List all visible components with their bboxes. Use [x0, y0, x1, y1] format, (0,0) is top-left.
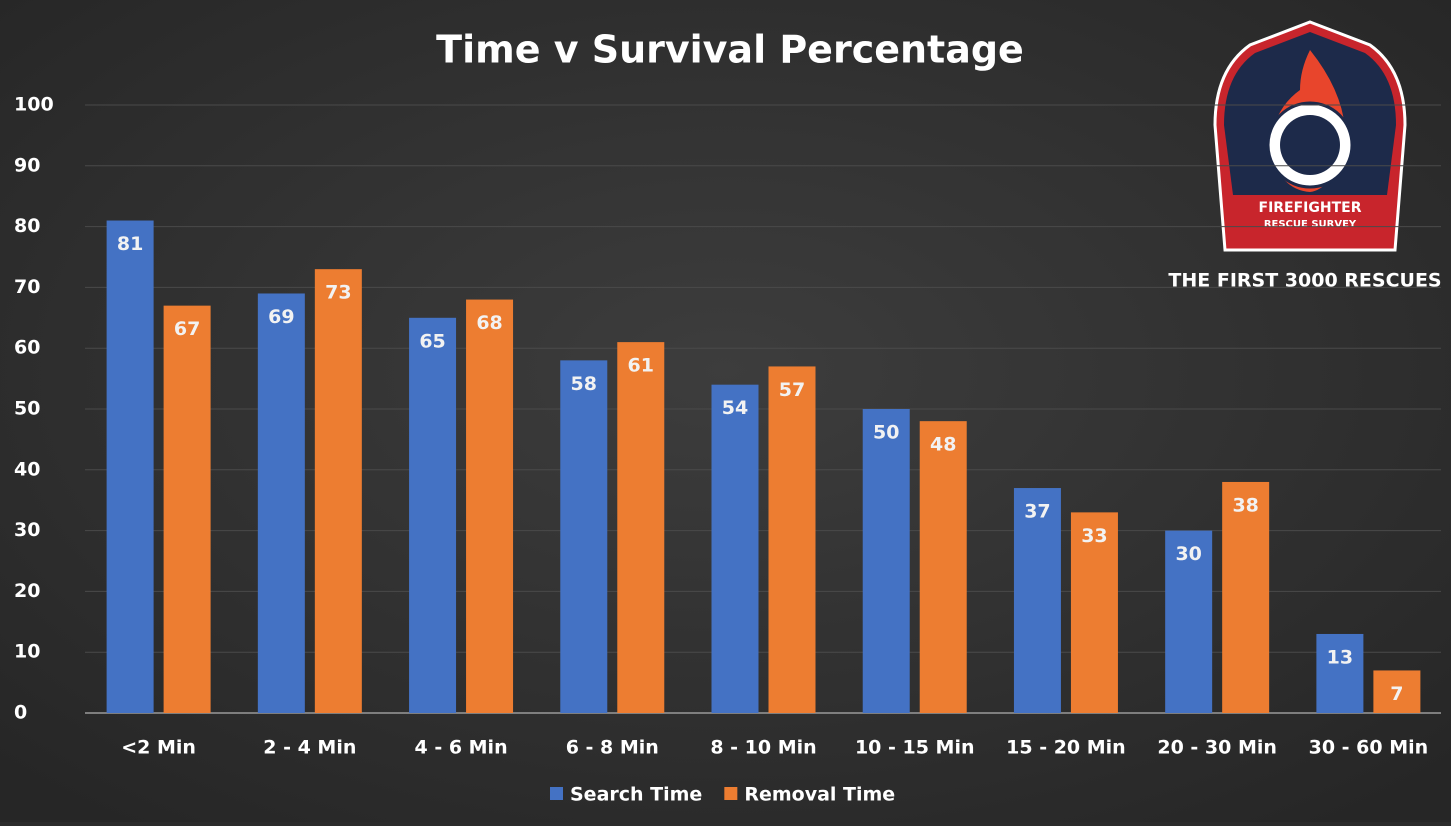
y-tick-label: 40 — [14, 458, 40, 480]
x-tick-label: 10 - 15 Min — [855, 737, 975, 759]
chart: Time v Survival Percentage FIREFIGHTER R… — [0, 0, 1451, 822]
x-tick-label: 30 - 60 Min — [1309, 737, 1429, 759]
value-label: 50 — [873, 422, 899, 444]
value-label: 48 — [930, 434, 956, 456]
x-tick-label: 4 - 6 Min — [414, 737, 507, 759]
y-tick-label: 60 — [14, 337, 40, 359]
y-tick-label: 80 — [14, 215, 40, 237]
bar — [769, 366, 816, 713]
value-label: 33 — [1081, 525, 1107, 547]
y-tick-label: 100 — [14, 94, 54, 116]
value-label: 54 — [722, 397, 748, 419]
y-tick-label: 70 — [14, 276, 40, 298]
x-tick-label: 15 - 20 Min — [1006, 737, 1126, 759]
bar — [1222, 482, 1269, 713]
x-tick-label: <2 Min — [121, 737, 196, 759]
legend-swatch — [550, 787, 563, 800]
value-label: 38 — [1232, 494, 1258, 516]
bar — [107, 221, 154, 713]
value-label: 73 — [325, 282, 351, 304]
value-label: 58 — [571, 373, 597, 395]
logo-subtitle: RESCUE SURVEY — [1264, 219, 1357, 230]
bar — [315, 269, 362, 713]
x-tick-label: 20 - 30 Min — [1157, 737, 1277, 759]
x-tick-label: 6 - 8 Min — [566, 737, 659, 759]
logo-title: FIREFIGHTER — [1259, 200, 1362, 216]
value-label: 37 — [1024, 501, 1050, 523]
value-label: 61 — [628, 355, 654, 377]
logo-caption: THE FIRST 3000 RESCUES — [1168, 270, 1441, 292]
value-label: 67 — [174, 318, 200, 340]
value-label: 65 — [419, 330, 445, 352]
y-tick-label: 0 — [14, 702, 27, 724]
y-tick-label: 20 — [14, 580, 40, 602]
legend-swatch — [724, 787, 737, 800]
bar — [164, 306, 211, 713]
value-label: 30 — [1175, 543, 1201, 565]
legend-label: Removal Time — [744, 784, 895, 806]
chart-title: Time v Survival Percentage — [436, 28, 1024, 72]
value-label: 13 — [1327, 646, 1353, 668]
bar — [920, 421, 967, 713]
bar — [712, 385, 759, 713]
value-label: 57 — [779, 379, 805, 401]
bar — [258, 293, 305, 713]
bar — [560, 360, 607, 713]
x-tick-label: 8 - 10 Min — [710, 737, 816, 759]
x-tick-label: 2 - 4 Min — [263, 737, 356, 759]
bar — [863, 409, 910, 713]
y-tick-label: 90 — [14, 154, 40, 176]
bar — [617, 342, 664, 713]
y-tick-label: 10 — [14, 641, 40, 663]
value-label: 69 — [268, 306, 294, 328]
y-tick-label: 50 — [14, 398, 40, 420]
value-label: 68 — [476, 312, 502, 334]
legend-label: Search Time — [570, 784, 702, 806]
page: {"chart_data": { "type": "bar", "title":… — [0, 0, 1451, 822]
value-label: 7 — [1390, 683, 1403, 705]
value-label: 81 — [117, 233, 143, 255]
bar — [466, 300, 513, 713]
y-tick-label: 30 — [14, 519, 40, 541]
bar — [409, 318, 456, 713]
